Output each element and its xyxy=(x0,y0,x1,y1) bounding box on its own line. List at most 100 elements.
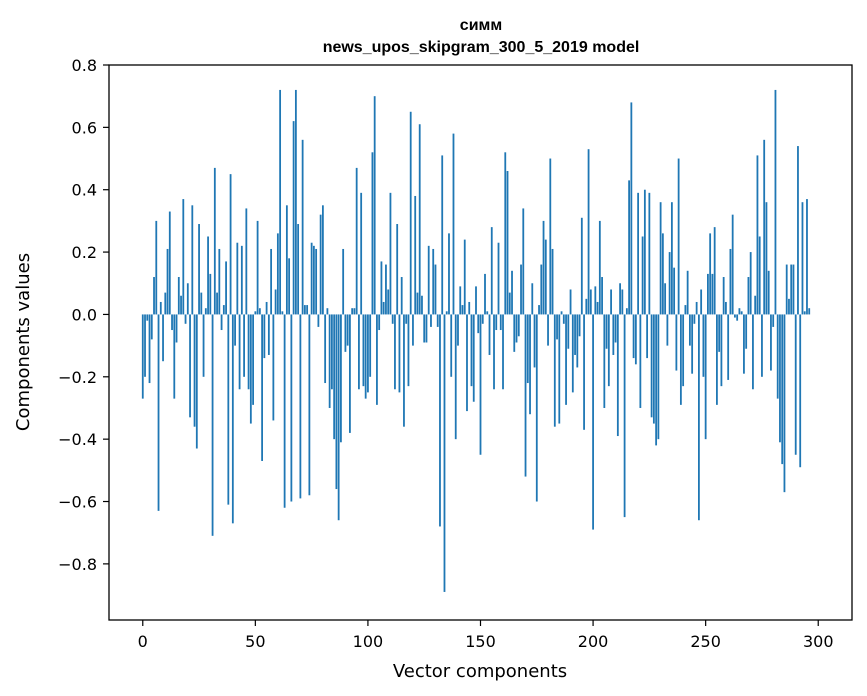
bar xyxy=(673,267,676,315)
bar xyxy=(403,314,405,427)
bar xyxy=(594,286,597,315)
bar xyxy=(502,314,504,390)
bar xyxy=(157,314,160,511)
bar xyxy=(450,314,453,377)
bar xyxy=(430,314,432,327)
bar xyxy=(551,248,554,315)
bar xyxy=(407,314,410,387)
bar xyxy=(355,167,358,315)
bar xyxy=(547,314,549,346)
bar xyxy=(722,277,725,315)
bar xyxy=(207,236,209,315)
bar xyxy=(639,314,642,408)
bar xyxy=(725,301,727,315)
bar xyxy=(650,314,653,418)
bar xyxy=(585,298,588,315)
bar xyxy=(238,314,241,390)
bar xyxy=(571,314,574,393)
bar xyxy=(234,314,236,346)
bar xyxy=(276,233,279,315)
bar xyxy=(580,217,583,315)
bar xyxy=(790,264,793,315)
bar xyxy=(459,286,462,315)
bar xyxy=(317,314,320,327)
bar xyxy=(695,301,698,315)
bar xyxy=(526,314,529,384)
bar xyxy=(702,314,705,377)
bar xyxy=(310,242,313,315)
bar xyxy=(693,314,696,324)
chart-title: симм xyxy=(460,17,502,34)
bar xyxy=(279,89,282,315)
bar xyxy=(576,314,579,368)
x-tick-label: 150 xyxy=(465,632,496,651)
bar xyxy=(612,314,615,355)
bar xyxy=(340,314,342,443)
bar xyxy=(385,264,387,315)
bar xyxy=(432,248,435,315)
bar xyxy=(389,192,392,315)
bar xyxy=(164,292,167,315)
bar xyxy=(596,301,599,315)
y-tick-label: −0.2 xyxy=(58,368,97,387)
bar xyxy=(761,314,763,377)
bar xyxy=(625,308,628,315)
bar xyxy=(364,314,367,399)
bar xyxy=(513,314,516,352)
bar xyxy=(373,96,376,315)
bar xyxy=(808,308,811,315)
bar xyxy=(337,314,340,521)
bar xyxy=(549,158,552,315)
bar xyxy=(655,314,658,446)
bar xyxy=(351,308,354,315)
bar xyxy=(770,314,772,371)
bar xyxy=(412,314,414,346)
bar xyxy=(499,314,502,331)
bar xyxy=(484,273,486,315)
bar xyxy=(675,314,678,371)
bar xyxy=(168,211,171,315)
bar xyxy=(628,180,630,315)
x-tick-label: 0 xyxy=(138,632,148,651)
bar xyxy=(646,314,649,359)
x-tick-label: 250 xyxy=(690,632,721,651)
bar xyxy=(236,242,239,315)
y-axis-label: Components values xyxy=(13,253,34,431)
bar xyxy=(155,220,158,315)
bar xyxy=(247,314,250,390)
bar xyxy=(245,208,248,315)
bar xyxy=(457,314,459,346)
bar xyxy=(441,155,444,315)
bar xyxy=(452,133,455,315)
bar xyxy=(488,314,491,355)
bar xyxy=(643,189,646,315)
bar xyxy=(565,314,567,405)
bar xyxy=(141,314,144,399)
bar xyxy=(558,314,561,424)
bar xyxy=(290,314,293,502)
bar xyxy=(713,227,716,315)
bar xyxy=(529,314,531,415)
bar xyxy=(387,289,390,315)
bar xyxy=(601,277,603,315)
bar xyxy=(261,314,263,461)
bar xyxy=(312,245,315,315)
bar xyxy=(497,242,500,315)
bar xyxy=(711,273,714,315)
bar xyxy=(583,314,585,430)
bar xyxy=(335,314,338,490)
bar xyxy=(774,89,777,315)
bar xyxy=(668,252,671,315)
bar xyxy=(423,314,426,343)
bar xyxy=(781,314,784,465)
bar xyxy=(630,102,633,315)
bar xyxy=(324,314,327,384)
bar xyxy=(531,283,534,315)
bar xyxy=(222,305,225,315)
bar xyxy=(677,158,680,315)
bar xyxy=(394,314,396,390)
chart-subtitle: news_upos_skipgram_300_5_2019 model xyxy=(323,39,640,56)
bar xyxy=(225,261,227,315)
bar xyxy=(466,314,468,412)
